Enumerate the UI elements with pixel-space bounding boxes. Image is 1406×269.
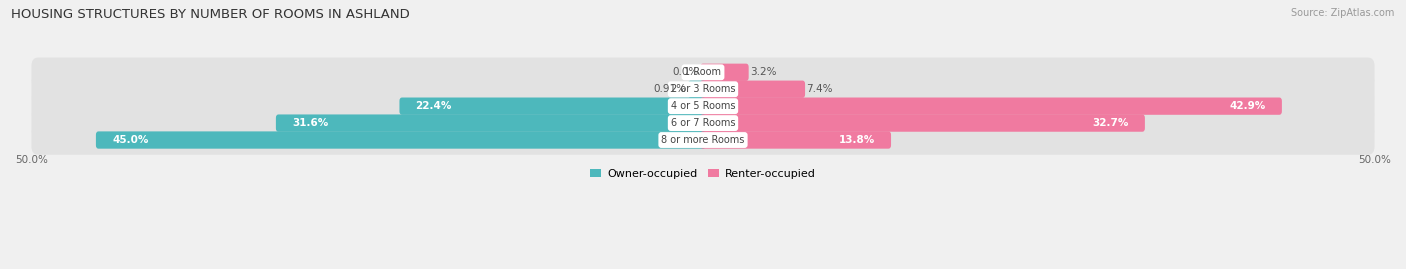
Text: 13.8%: 13.8% bbox=[838, 135, 875, 145]
Text: 4 or 5 Rooms: 4 or 5 Rooms bbox=[671, 101, 735, 111]
Text: 3.2%: 3.2% bbox=[749, 67, 776, 77]
FancyBboxPatch shape bbox=[700, 131, 891, 149]
Text: 6 or 7 Rooms: 6 or 7 Rooms bbox=[671, 118, 735, 128]
Text: 42.9%: 42.9% bbox=[1229, 101, 1265, 111]
Text: 2 or 3 Rooms: 2 or 3 Rooms bbox=[671, 84, 735, 94]
Text: HOUSING STRUCTURES BY NUMBER OF ROOMS IN ASHLAND: HOUSING STRUCTURES BY NUMBER OF ROOMS IN… bbox=[11, 8, 411, 21]
FancyBboxPatch shape bbox=[31, 125, 1375, 155]
FancyBboxPatch shape bbox=[688, 81, 706, 98]
FancyBboxPatch shape bbox=[31, 75, 1375, 104]
FancyBboxPatch shape bbox=[276, 114, 706, 132]
Text: 45.0%: 45.0% bbox=[112, 135, 149, 145]
FancyBboxPatch shape bbox=[31, 91, 1375, 121]
FancyBboxPatch shape bbox=[700, 114, 1144, 132]
Text: 0.0%: 0.0% bbox=[672, 67, 699, 77]
Text: 7.4%: 7.4% bbox=[807, 84, 832, 94]
FancyBboxPatch shape bbox=[96, 131, 706, 149]
FancyBboxPatch shape bbox=[700, 64, 748, 81]
Text: 0.91%: 0.91% bbox=[654, 84, 686, 94]
FancyBboxPatch shape bbox=[700, 81, 806, 98]
Text: Source: ZipAtlas.com: Source: ZipAtlas.com bbox=[1291, 8, 1395, 18]
Text: 22.4%: 22.4% bbox=[416, 101, 451, 111]
Text: 31.6%: 31.6% bbox=[292, 118, 328, 128]
Text: 32.7%: 32.7% bbox=[1092, 118, 1129, 128]
FancyBboxPatch shape bbox=[700, 97, 1282, 115]
Legend: Owner-occupied, Renter-occupied: Owner-occupied, Renter-occupied bbox=[586, 164, 820, 183]
FancyBboxPatch shape bbox=[399, 97, 706, 115]
Text: 8 or more Rooms: 8 or more Rooms bbox=[661, 135, 745, 145]
FancyBboxPatch shape bbox=[31, 58, 1375, 87]
FancyBboxPatch shape bbox=[31, 108, 1375, 138]
Text: 1 Room: 1 Room bbox=[685, 67, 721, 77]
